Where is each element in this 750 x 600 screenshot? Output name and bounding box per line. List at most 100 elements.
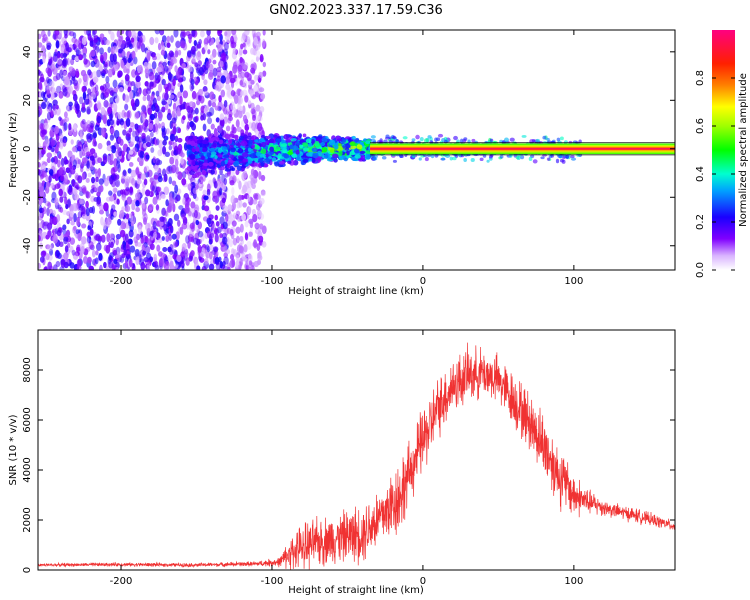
noise-blob (216, 75, 221, 82)
noise-blob (76, 219, 80, 227)
noise-blob (182, 31, 187, 38)
signal-blob (210, 169, 215, 175)
noise-blob (259, 106, 265, 113)
halo-blob (463, 157, 467, 163)
noise-blob (63, 111, 68, 119)
halo-blob (399, 140, 403, 144)
noise-blob (170, 164, 177, 174)
noise-blob (123, 188, 130, 196)
noise-blob (59, 206, 64, 213)
noise-blob (126, 196, 132, 205)
noise-blob (192, 237, 199, 245)
signal-blob (247, 132, 252, 138)
noise-blob (256, 209, 262, 218)
noise-blob (248, 206, 252, 215)
noise-blob (156, 244, 161, 252)
noise-blob (147, 169, 153, 178)
noise-blob (41, 149, 46, 155)
spectrogram-xtick-label: -100 (261, 276, 284, 287)
noise-blob (186, 105, 191, 113)
noise-blob (250, 102, 255, 111)
noise-blob (205, 111, 212, 118)
noise-blob (102, 221, 107, 230)
noise-blob (196, 265, 201, 270)
noise-blob (258, 235, 264, 243)
signal-blob (247, 159, 253, 164)
noise-blob (63, 236, 69, 242)
noise-blob (115, 237, 119, 246)
noise-blob (205, 251, 210, 259)
noise-blob (129, 90, 134, 100)
snr-ytick-label: 6000 (22, 407, 33, 432)
signal-blob (229, 154, 234, 160)
halo-blob (381, 155, 387, 160)
noise-blob (83, 30, 88, 35)
signal-blob (283, 153, 288, 159)
noise-blob (42, 145, 47, 155)
noise-blob (197, 50, 201, 58)
noise-blob (259, 56, 264, 62)
noise-blob (131, 50, 136, 59)
signal-blob (258, 158, 264, 163)
halo-blob (499, 154, 504, 159)
noise-blob (38, 262, 41, 269)
noise-blob (60, 259, 66, 268)
signal-blob (223, 154, 230, 159)
noise-blob (95, 250, 99, 256)
halo-blob (565, 154, 569, 160)
noise-blob (50, 243, 55, 249)
noise-blob (184, 205, 190, 214)
noise-blob (113, 211, 118, 217)
noise-blob (136, 242, 142, 247)
noise-blob (205, 244, 210, 251)
noise-blob (100, 54, 104, 64)
noise-blob (130, 37, 135, 43)
noise-blob (97, 167, 102, 177)
noise-blob (112, 249, 118, 256)
noise-blob (208, 238, 213, 245)
noise-blob (75, 184, 80, 190)
noise-blob (206, 183, 211, 193)
noise-blob (249, 89, 254, 97)
noise-blob (72, 202, 78, 212)
noise-blob (220, 75, 226, 84)
noise-blob (89, 155, 95, 161)
noise-blob (41, 164, 46, 172)
noise-blob (166, 35, 171, 43)
noise-blob (106, 217, 112, 226)
noise-blob (117, 136, 122, 143)
halo-blob (402, 136, 408, 140)
noise-blob (58, 91, 64, 99)
noise-blob (246, 38, 251, 47)
noise-blob (237, 215, 242, 222)
halo-blob (385, 134, 390, 139)
noise-blob (38, 205, 43, 214)
noise-blob (197, 244, 202, 253)
noise-blob (101, 72, 106, 79)
noise-blob (106, 140, 111, 147)
noise-blob (152, 231, 158, 239)
signal-blob (287, 160, 292, 165)
colorbar-tick-label: 0.8 (695, 70, 706, 86)
noise-blob (166, 53, 172, 61)
noise-blob (165, 86, 169, 94)
noise-blob (227, 266, 231, 270)
noise-blob (80, 161, 85, 168)
noise-blob (223, 107, 228, 115)
noise-blob (103, 68, 109, 75)
noise-blob (90, 92, 97, 100)
noise-blob (191, 123, 197, 131)
noise-blob (94, 84, 99, 93)
noise-blob (74, 100, 79, 109)
noise-blob (205, 61, 211, 69)
noise-blob (238, 47, 243, 56)
noise-blob (233, 94, 239, 104)
noise-blob (228, 239, 233, 248)
noise-blob (247, 99, 252, 105)
noise-blob (161, 44, 166, 52)
noise-blob (180, 152, 185, 158)
noise-blob (72, 187, 77, 195)
noise-blob (71, 178, 76, 187)
noise-blob (218, 95, 222, 103)
noise-blob (58, 153, 62, 160)
